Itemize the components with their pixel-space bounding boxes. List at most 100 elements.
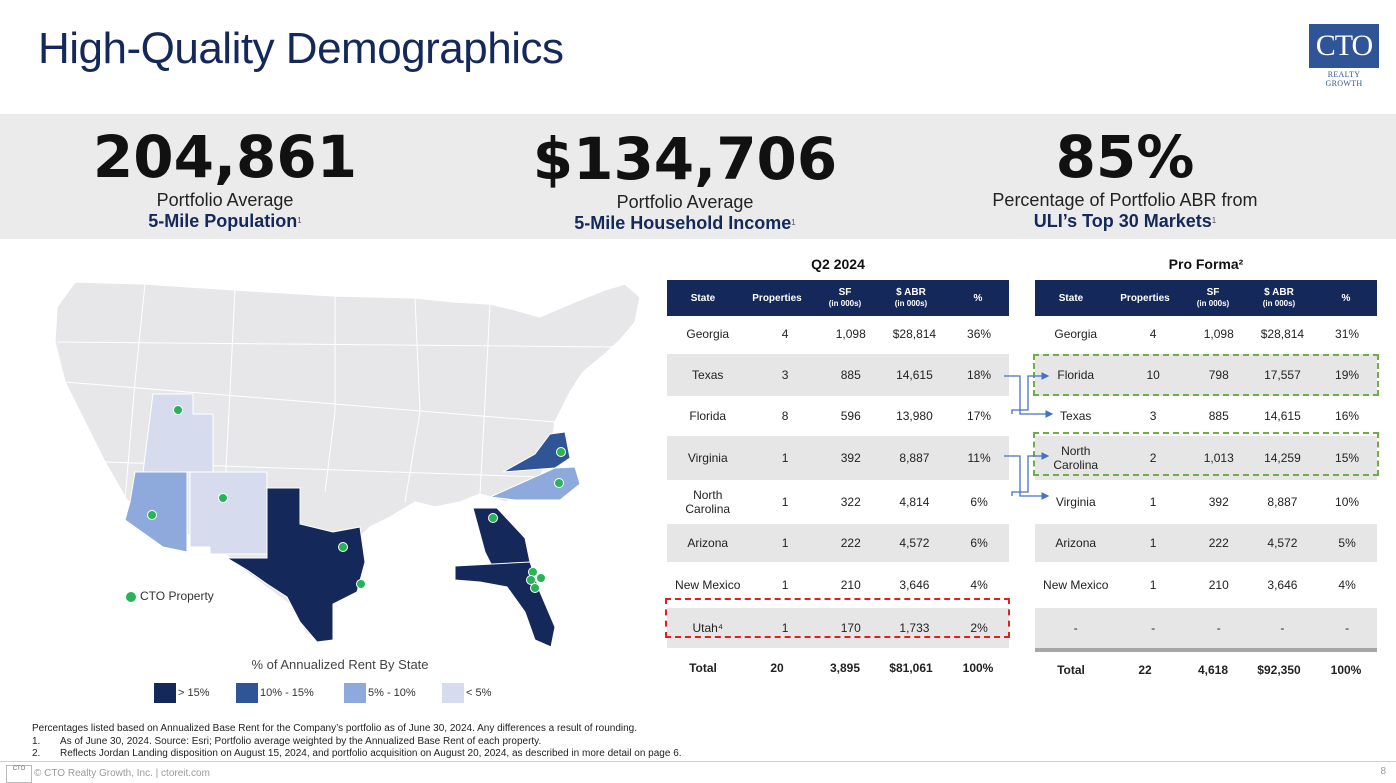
stat-value: $134,706 [532,125,838,193]
cell-state: Utah⁴ [692,621,723,635]
table-row: Virginia 1 392 8,887 10% [1035,482,1377,524]
cell-abr: 13,980 [896,409,933,423]
property-marker [554,478,564,488]
table-body: Georgia 4 1,098 $28,814 36% Texas 3 885 14,615 18… [667,316,1009,686]
footnote-ref: 1 [791,218,796,227]
table-row: Utah⁴ 1 170 1,733 2% [667,608,1009,650]
footnote-item: 2. Reflects Jordan Landing disposition on… [32,748,682,759]
state-new-mexico [189,471,268,555]
table-row: Florida 8 596 13,980 17% [667,398,1009,436]
arrow-virginia-to-nc [1004,455,1050,500]
page-title: High-Quality Demographics [38,24,564,73]
total-pct: 100% [962,661,994,675]
page-number: 8 [1380,766,1386,777]
logo-subtitle: REALTY GROWTH [1325,70,1363,88]
stat-line2: 5-Mile Household Income1 [574,213,796,233]
stats-band [0,114,1396,239]
state-texas [225,487,366,643]
cell-properties: 1 [1149,495,1157,509]
cell-sf: 1,098 [1203,327,1234,341]
cell-sf: 885 [1208,409,1229,423]
table-row: Georgia 4 1,098 $28,814 31% [1035,316,1377,354]
q2-table-title: Q2 2024 [811,256,865,272]
cell-abr: 3,646 [1267,578,1298,592]
cell-sf: 222 [840,536,861,550]
property-marker [556,447,566,457]
company-logo: CTO REALTY GROWTH [1309,24,1379,88]
green-dot-icon [126,591,136,602]
table-row: New Mexico 1 210 3,646 4% [1035,564,1377,608]
stat-income: $134,706 Portfolio Average 5-Mile Househ… [510,126,860,234]
florida-highlight-box [1033,354,1379,396]
cell-abr: 8,887 [1267,495,1298,509]
cell-properties: 1 [781,578,789,592]
footer-logo: CTO [6,765,32,783]
total-sf: 4,618 [1197,663,1229,677]
arrow-texas-to-florida [1004,375,1054,418]
cell-properties: 1 [781,621,789,635]
legend-title: % of Annualized Rent By State [251,657,429,672]
logo-mark: CTO [1309,24,1379,68]
footnotes: Percentages listed based on Annualized B… [32,723,682,761]
col-header-abr: $ ABR (in 000s) [894,287,928,308]
col-header-abr: $ ABR (in 000s) [1262,287,1296,308]
cell-state: Georgia [686,327,730,341]
cell-pct: 19% [1335,368,1360,382]
cell-pct: 15% [1335,451,1360,465]
table-header: State Properties SF (in 000s) $ ABR (in 00… [1035,280,1377,316]
stat-line2: ULI’s Top 30 Markets1 [1033,211,1217,231]
cell-properties: - [1151,621,1156,635]
cell-sf: 170 [840,621,861,635]
property-marker [530,583,540,593]
property-marker [488,513,498,523]
cell-abr: 3,646 [899,578,930,592]
stat-population: 204,861 Portfolio Average 5-Mile Populat… [60,124,390,232]
property-marker [338,542,348,552]
arrow-florida-to-texas [1011,372,1050,414]
footnote-ref: 1 [297,216,302,225]
cell-sf: 1,098 [835,327,866,341]
total-state: Total [689,661,717,675]
col-header-pct: % [1341,292,1351,304]
cell-abr: $28,814 [1260,327,1305,341]
total-sf: 3,895 [829,661,861,675]
col-header-state: State [690,292,716,304]
cell-state: Arizona [1055,536,1097,550]
us-map [54,281,641,648]
table-row: Florida 10 798 17,557 19% [1035,354,1377,398]
legend-item: 10% - 15% [236,683,314,703]
cell-sf: 392 [840,451,861,465]
legend-item: < 5% [442,683,491,703]
cell-state: Florida [689,409,727,423]
cell-properties: 2 [1149,451,1157,465]
cell-sf: 885 [840,368,861,382]
cell-state: Texas [1060,409,1092,423]
cell-abr: 4,814 [899,495,930,509]
cell-pct: - [1345,621,1350,635]
table-total-row: Total 22 4,618 $92,350 100% [1035,652,1377,688]
stat-line1: Portfolio Average [616,192,754,212]
cell-pct: 6% [970,536,988,550]
state-georgia [472,507,531,569]
cell-abr: 4,572 [1267,536,1298,550]
cell-state: Virginia [687,451,728,465]
col-header-state: State [1058,292,1084,304]
cell-state: Arizona [687,536,729,550]
property-marker [173,405,183,415]
stat-line2: 5-Mile Population1 [148,211,302,231]
cell-sf: - [1216,621,1221,635]
cell-sf: 798 [1208,368,1229,382]
table-header: State Properties SF (in 000s) $ ABR (in 00… [667,280,1009,316]
cell-sf: 322 [840,495,861,509]
property-marker [147,510,157,520]
col-header-properties: Properties [1120,292,1170,304]
footnote-ref: 1 [1211,216,1217,225]
cell-properties: 4 [781,327,789,341]
utah-highlight-box [665,598,1010,638]
cell-properties: 1 [781,495,789,509]
cell-state: Georgia [1054,327,1098,341]
col-header-pct: % [973,292,983,304]
cell-sf: 392 [1208,495,1229,509]
cell-sf: 210 [840,578,861,592]
stat-value: 85% [1055,123,1195,191]
